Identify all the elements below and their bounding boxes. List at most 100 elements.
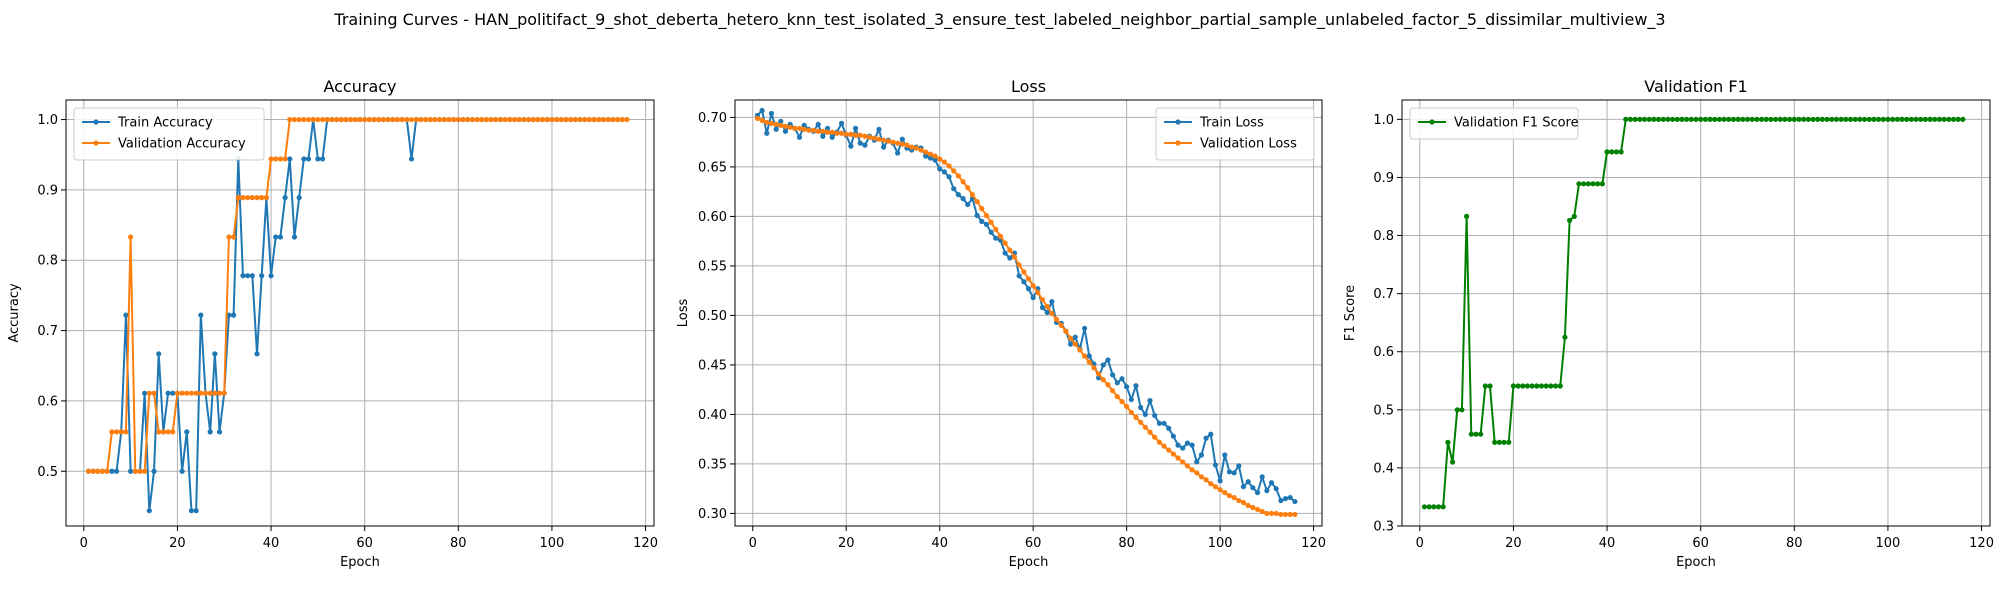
data-point bbox=[1072, 341, 1078, 347]
data-point bbox=[1222, 452, 1228, 458]
data-point bbox=[1908, 116, 1914, 122]
data-point bbox=[624, 116, 630, 123]
data-point bbox=[1030, 295, 1036, 301]
data-point bbox=[582, 116, 588, 123]
data-point bbox=[216, 429, 223, 435]
data-point bbox=[1110, 388, 1116, 394]
data-point bbox=[1716, 116, 1723, 122]
data-point bbox=[352, 116, 358, 123]
data-point bbox=[436, 116, 443, 123]
data-point bbox=[390, 116, 396, 123]
data-point bbox=[446, 116, 452, 123]
plot-frame bbox=[1401, 99, 1991, 527]
data-point bbox=[179, 468, 185, 474]
data-point bbox=[1880, 116, 1886, 122]
data-point bbox=[1236, 463, 1242, 469]
data-point bbox=[1203, 477, 1209, 483]
data-point bbox=[988, 229, 994, 235]
data-point bbox=[240, 273, 246, 279]
data-point bbox=[899, 136, 905, 142]
legend-swatch-marker bbox=[1429, 119, 1435, 125]
data-point bbox=[240, 195, 246, 201]
data-point bbox=[792, 125, 798, 131]
data-point bbox=[778, 118, 784, 124]
data-point bbox=[488, 116, 494, 123]
figure-title: Training Curves - HAN_politifact_9_shot_… bbox=[333, 10, 1665, 30]
data-point bbox=[1899, 116, 1905, 122]
x-tick-label: 80 bbox=[1118, 536, 1135, 551]
data-point bbox=[1852, 116, 1858, 122]
data-point bbox=[273, 234, 279, 240]
x-tick-label: 0 bbox=[80, 536, 88, 551]
data-point bbox=[1021, 269, 1027, 275]
data-point bbox=[1175, 455, 1181, 461]
data-point bbox=[259, 195, 265, 201]
legend: Validation F1 Score bbox=[1409, 107, 1579, 140]
data-point bbox=[1932, 116, 1938, 122]
data-point bbox=[1684, 116, 1690, 122]
legend-box bbox=[73, 107, 265, 161]
data-point bbox=[806, 127, 812, 133]
x-tick-label: 60 bbox=[1692, 536, 1709, 551]
data-point bbox=[1482, 383, 1488, 389]
data-point bbox=[1268, 480, 1275, 486]
data-point bbox=[493, 116, 499, 123]
data-point bbox=[132, 468, 138, 474]
x-tick-label: 20 bbox=[838, 536, 855, 551]
data-point bbox=[1067, 341, 1074, 347]
data-point bbox=[1184, 440, 1191, 446]
data-point bbox=[787, 124, 793, 130]
data-point bbox=[1292, 511, 1298, 518]
data-point bbox=[249, 273, 255, 279]
data-point bbox=[1114, 380, 1120, 386]
panel-title: Accuracy bbox=[323, 77, 396, 96]
data-point bbox=[1287, 511, 1293, 518]
data-point bbox=[1506, 439, 1512, 445]
data-point bbox=[1142, 411, 1148, 418]
data-point bbox=[881, 144, 887, 150]
data-point bbox=[1217, 487, 1223, 493]
data-point bbox=[563, 116, 569, 123]
data-point bbox=[1105, 382, 1111, 388]
data-point bbox=[1268, 510, 1275, 517]
data-point bbox=[1292, 498, 1298, 505]
data-point bbox=[441, 116, 447, 123]
y-tick-label: 0.65 bbox=[698, 160, 727, 175]
data-point bbox=[113, 429, 120, 435]
data-point bbox=[605, 116, 611, 123]
data-point bbox=[960, 196, 966, 202]
data-point bbox=[1810, 116, 1816, 122]
data-point bbox=[918, 147, 924, 153]
data-point bbox=[193, 508, 199, 514]
data-point bbox=[404, 116, 410, 123]
data-point bbox=[1435, 504, 1442, 510]
legend: Train Accuracy Validation Accuracy bbox=[73, 107, 265, 161]
data-point bbox=[1081, 353, 1088, 359]
data-point bbox=[422, 116, 429, 123]
data-point bbox=[1936, 116, 1943, 122]
data-point bbox=[179, 390, 185, 396]
data-point bbox=[1096, 371, 1102, 377]
y-tick-label: 0.7 bbox=[37, 324, 58, 339]
data-point bbox=[1105, 357, 1111, 363]
data-point bbox=[1250, 485, 1256, 491]
data-point bbox=[146, 508, 152, 514]
x-tick-label: 80 bbox=[1786, 536, 1803, 551]
data-point bbox=[1156, 439, 1162, 445]
data-point bbox=[1091, 365, 1097, 371]
data-point bbox=[876, 126, 882, 132]
data-point bbox=[904, 142, 910, 148]
data-point bbox=[385, 116, 391, 123]
data-point bbox=[1735, 116, 1741, 122]
data-point bbox=[1049, 298, 1055, 305]
data-point bbox=[857, 140, 863, 146]
data-point bbox=[1787, 116, 1793, 122]
y-tick-label: 0.6 bbox=[1373, 345, 1394, 360]
legend-box bbox=[1409, 107, 1579, 140]
data-point bbox=[1904, 116, 1910, 122]
data-point bbox=[1763, 116, 1769, 122]
data-point bbox=[983, 212, 990, 219]
data-point bbox=[193, 390, 199, 396]
y-tick-label: 0.70 bbox=[698, 111, 727, 126]
data-point bbox=[1264, 488, 1270, 494]
